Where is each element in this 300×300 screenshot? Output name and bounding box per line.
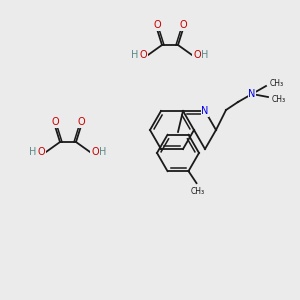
Text: CH₃: CH₃: [272, 94, 286, 103]
Text: H: H: [29, 147, 37, 157]
Text: N: N: [248, 89, 256, 99]
Text: O: O: [51, 117, 59, 127]
Text: O: O: [37, 147, 45, 157]
Text: O: O: [139, 50, 147, 60]
Text: H: H: [201, 50, 209, 60]
Text: CH₃: CH₃: [270, 80, 284, 88]
Text: O: O: [153, 20, 161, 30]
Text: H: H: [131, 50, 139, 60]
Text: O: O: [91, 147, 99, 157]
Text: O: O: [77, 117, 85, 127]
Text: O: O: [179, 20, 187, 30]
Text: H: H: [99, 147, 107, 157]
Text: N: N: [201, 106, 209, 116]
Text: O: O: [193, 50, 201, 60]
Text: CH₃: CH₃: [190, 187, 205, 196]
